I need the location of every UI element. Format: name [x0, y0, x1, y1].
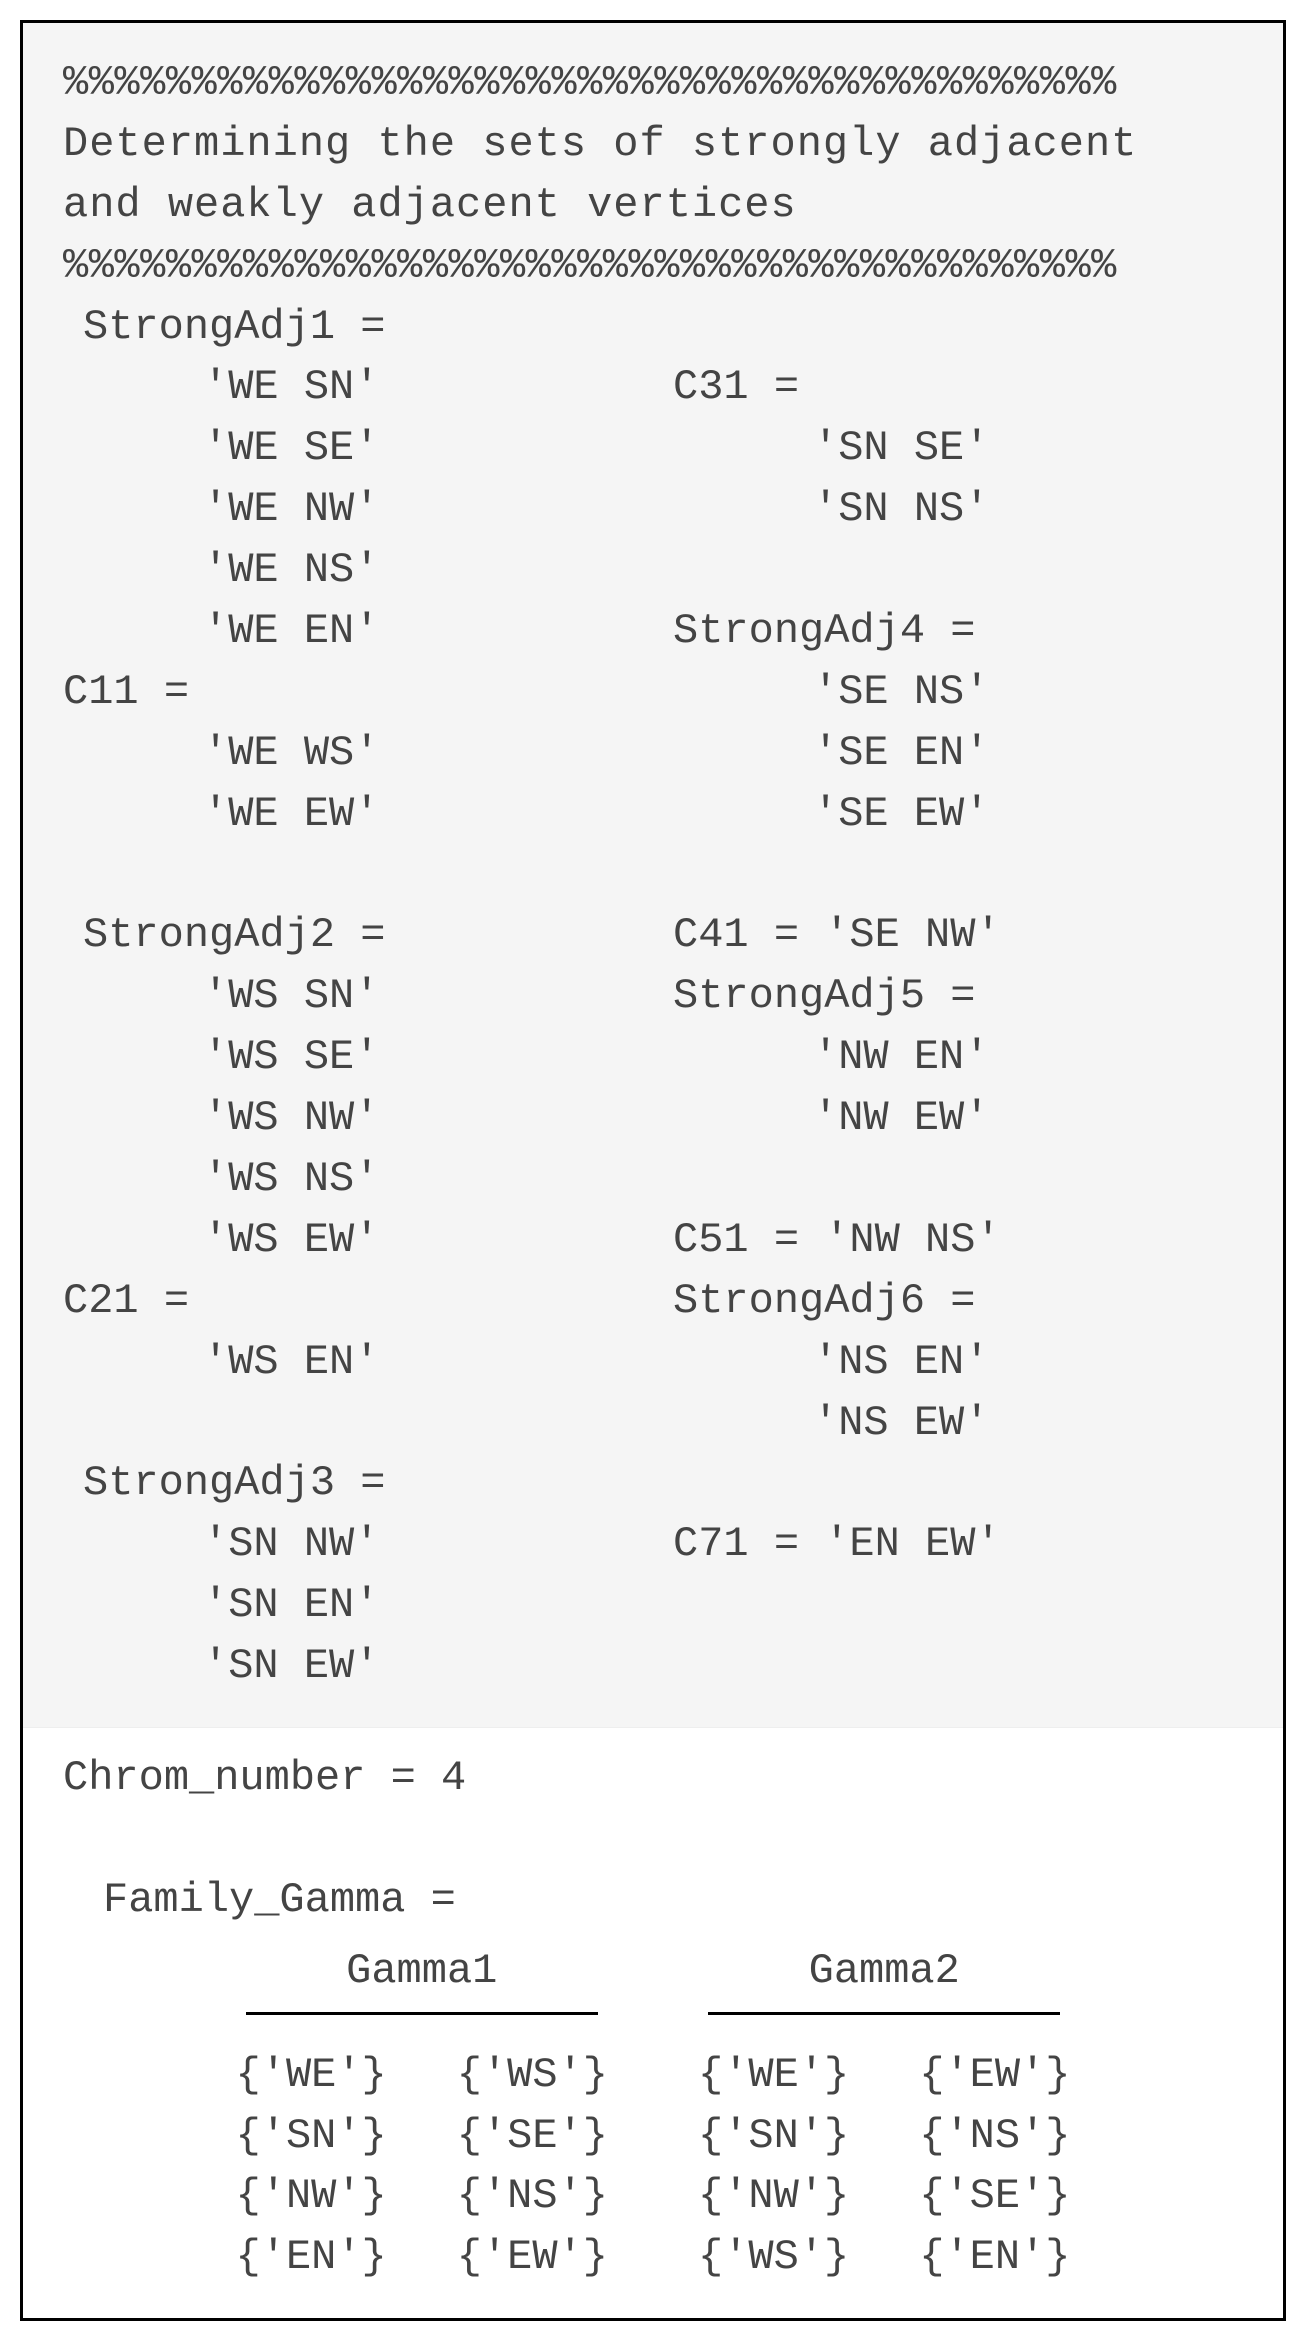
sa1-0: 'WE SN': [63, 357, 633, 418]
gamma1-bar: [246, 2012, 598, 2015]
strongadj3-header: StrongAdj3 =: [63, 1453, 633, 1514]
g2b-3: {'EN'}: [919, 2227, 1070, 2288]
g1b-1: {'SE'}: [457, 2106, 608, 2167]
gamma1-subcol-b: {'WS'} {'SE'} {'NS'} {'EW'}: [457, 2045, 608, 2289]
sa6-0: 'NS EN': [673, 1332, 1243, 1393]
right-column: C31 = 'SN SE' 'SN NS' StrongAdj4 = 'SE N…: [673, 297, 1243, 1576]
c21-0: 'WS EN': [63, 1332, 633, 1393]
sa2-4: 'WS EW': [63, 1210, 633, 1271]
g1b-0: {'WS'}: [457, 2045, 608, 2106]
sa3-1: 'SN EN': [63, 1575, 633, 1636]
g2b-0: {'EW'}: [919, 2045, 1070, 2106]
output-container: %%%%%%%%%%%%%%%%%%%%%%%%%%%%%%%%%%%%%%%%…: [20, 20, 1286, 2321]
g1a-1: {'SN'}: [236, 2106, 387, 2167]
adjacency-section: %%%%%%%%%%%%%%%%%%%%%%%%%%%%%%%%%%%%%%%%…: [23, 23, 1283, 1727]
gamma2-bar: [708, 2012, 1060, 2015]
c21-header: C21 =: [63, 1271, 633, 1332]
sa1-4: 'WE EN': [63, 601, 633, 662]
g2a-3: {'WS'}: [698, 2227, 849, 2288]
result-section: Chrom_number = 4 Family_Gamma = Gamma1 {…: [23, 1727, 1283, 2318]
strongadj2-header: StrongAdj2 =: [63, 905, 633, 966]
gamma2-subcol-b: {'EW'} {'NS'} {'SE'} {'EN'}: [919, 2045, 1070, 2289]
sa1-1: 'WE SE': [63, 418, 633, 479]
strongadj4-header: StrongAdj4 =: [673, 601, 1243, 662]
g1a-2: {'NW'}: [236, 2166, 387, 2227]
gamma-table: Gamma1 {'WE'} {'SN'} {'NW'} {'EN'} {'WS'…: [63, 1941, 1243, 2288]
c31-0: 'SN SE': [673, 418, 1243, 479]
c31-1: 'SN NS': [673, 479, 1243, 540]
sa4-0: 'SE NS': [673, 662, 1243, 723]
left-column: StrongAdj1 = 'WE SN' 'WE SE' 'WE NW' 'WE…: [63, 297, 633, 1697]
c41-line: C41 = 'SE NW': [673, 905, 1243, 966]
separator-bottom: %%%%%%%%%%%%%%%%%%%%%%%%%%%%%%%%%%%%%%%%…: [63, 236, 1243, 297]
sa3-0: 'SN NW': [63, 1514, 633, 1575]
title-line-2: and weakly adjacent vertices: [63, 175, 1243, 236]
c31-header: C31 =: [673, 357, 1243, 418]
separator-top: %%%%%%%%%%%%%%%%%%%%%%%%%%%%%%%%%%%%%%%%…: [63, 53, 1243, 114]
gamma2-label: Gamma2: [698, 1941, 1070, 2002]
g2b-2: {'SE'}: [919, 2166, 1070, 2227]
sa5-0: 'NW EN': [673, 1027, 1243, 1088]
sa2-1: 'WS SE': [63, 1027, 633, 1088]
c11-header: C11 =: [63, 662, 633, 723]
sa3-2: 'SN EW': [63, 1636, 633, 1697]
sa4-2: 'SE EW': [673, 784, 1243, 845]
sa5-1: 'NW EW': [673, 1088, 1243, 1149]
g1a-0: {'WE'}: [236, 2045, 387, 2106]
chrom-number: Chrom_number = 4: [63, 1748, 1243, 1809]
strongadj6-header: StrongAdj6 =: [673, 1271, 1243, 1332]
c11-1: 'WE EW': [63, 784, 633, 845]
g2a-1: {'SN'}: [698, 2106, 849, 2167]
g1b-3: {'EW'}: [457, 2227, 608, 2288]
sa2-3: 'WS NS': [63, 1149, 633, 1210]
gamma2-col: Gamma2 {'WE'} {'SN'} {'NW'} {'WS'} {'EW'…: [698, 1941, 1070, 2288]
g2b-1: {'NS'}: [919, 2106, 1070, 2167]
strongadj5-header: StrongAdj5 =: [673, 966, 1243, 1027]
strongadj1-header: StrongAdj1 =: [63, 297, 633, 358]
sa1-2: 'WE NW': [63, 479, 633, 540]
gamma1-subcol-a: {'WE'} {'SN'} {'NW'} {'EN'}: [236, 2045, 387, 2289]
sa6-1: 'NS EW': [673, 1393, 1243, 1454]
sa1-3: 'WE NS': [63, 540, 633, 601]
g2a-0: {'WE'}: [698, 2045, 849, 2106]
columns-wrap: StrongAdj1 = 'WE SN' 'WE SE' 'WE NW' 'WE…: [63, 297, 1243, 1697]
c11-0: 'WE WS': [63, 723, 633, 784]
title-line-1: Determining the sets of strongly adjacen…: [63, 114, 1243, 175]
c51-line: C51 = 'NW NS': [673, 1210, 1243, 1271]
sa2-2: 'WS NW': [63, 1088, 633, 1149]
gamma2-subcol-a: {'WE'} {'SN'} {'NW'} {'WS'}: [698, 2045, 849, 2289]
g1a-3: {'EN'}: [236, 2227, 387, 2288]
c71-line: C71 = 'EN EW': [673, 1514, 1243, 1575]
g1b-2: {'NS'}: [457, 2166, 608, 2227]
gamma1-col: Gamma1 {'WE'} {'SN'} {'NW'} {'EN'} {'WS'…: [236, 1941, 608, 2288]
gamma1-label: Gamma1: [236, 1941, 608, 2002]
sa4-1: 'SE EN': [673, 723, 1243, 784]
g2a-2: {'NW'}: [698, 2166, 849, 2227]
family-gamma-header: Family_Gamma =: [63, 1870, 1243, 1931]
sa2-0: 'WS SN': [63, 966, 633, 1027]
